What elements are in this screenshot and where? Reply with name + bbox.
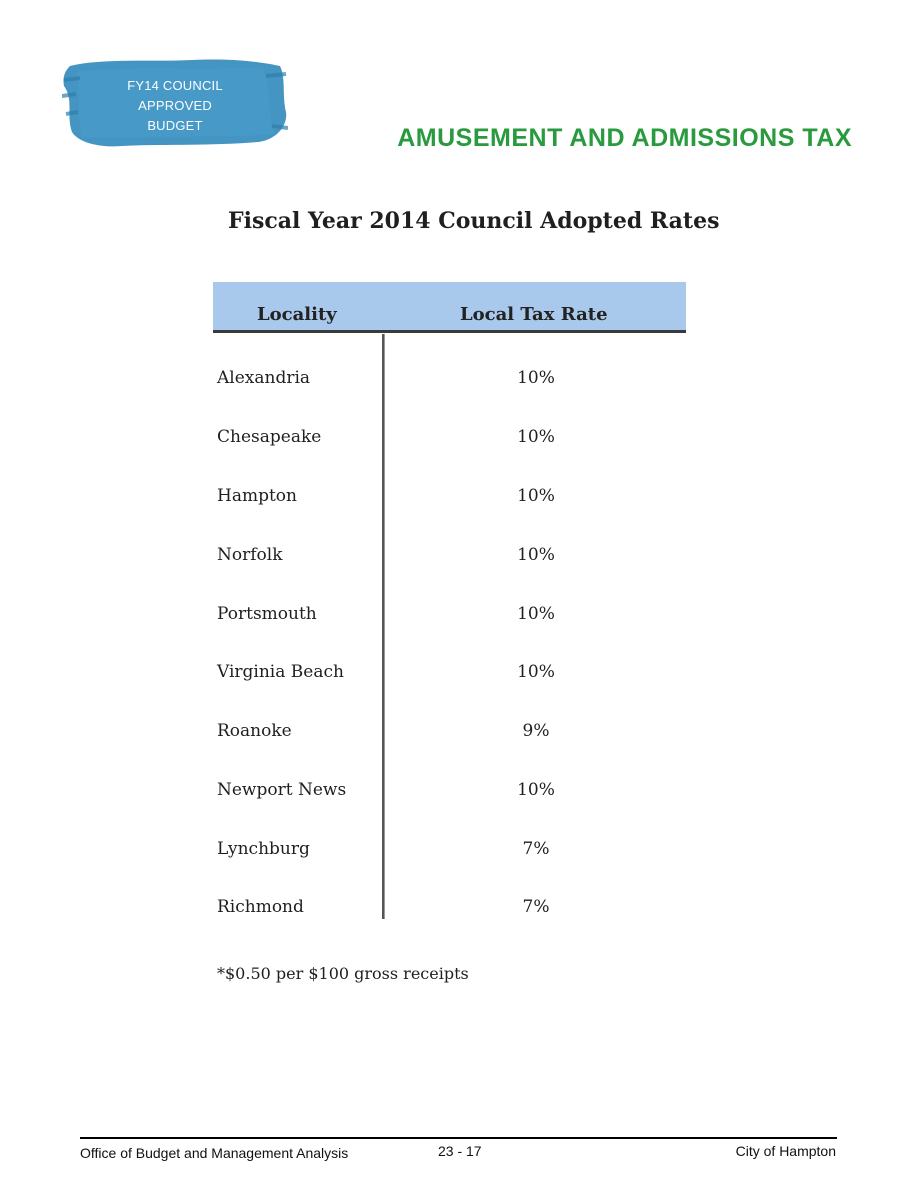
rate-cell: 10% [517, 662, 555, 682]
footer-city: City of Hampton [735, 1143, 836, 1159]
budget-logo-stamp: FY14 COUNCIL APPROVED BUDGET [62, 56, 288, 148]
logo-line-1: FY14 COUNCIL [127, 78, 223, 93]
locality-cell: Hampton [217, 486, 297, 506]
table-row: Norfolk 10% [217, 545, 617, 569]
table-row: Hampton 10% [217, 486, 617, 510]
table-row: Newport News 10% [217, 780, 617, 804]
rate-cell: 10% [517, 545, 555, 565]
section-title: AMUSEMENT AND ADMISSIONS TAX [397, 124, 852, 152]
locality-cell: Chesapeake [217, 427, 322, 447]
rate-cell: 7% [522, 897, 550, 917]
table-row: Roanoke 9% [217, 721, 617, 745]
table-row: Lynchburg 7% [217, 839, 617, 863]
logo-line-3: BUDGET [147, 118, 203, 133]
rate-cell: 10% [517, 604, 555, 624]
rate-cell: 7% [522, 839, 550, 859]
table-header: Locality Local Tax Rate [213, 282, 686, 333]
page-number: 23 - 17 [438, 1143, 482, 1159]
rate-cell: 10% [517, 486, 555, 506]
column-header-locality: Locality [257, 304, 337, 325]
locality-cell: Alexandria [217, 368, 311, 388]
table-row: Virginia Beach 10% [217, 662, 617, 686]
column-divider [382, 334, 385, 919]
rate-cell: 10% [517, 368, 555, 388]
table-footnote: *$0.50 per $100 gross receipts [217, 964, 469, 983]
locality-cell: Roanoke [217, 721, 292, 741]
rate-cell: 9% [522, 721, 550, 741]
table-row: Portsmouth 10% [217, 604, 617, 628]
table-row: Alexandria 10% [217, 368, 617, 392]
table-row: Richmond 7% [217, 897, 617, 921]
column-header-rate: Local Tax Rate [460, 304, 608, 325]
locality-cell: Lynchburg [217, 839, 310, 859]
logo-text: FY14 COUNCIL APPROVED BUDGET [62, 76, 288, 136]
locality-cell: Virginia Beach [217, 662, 344, 682]
locality-cell: Portsmouth [217, 604, 317, 624]
logo-line-2: APPROVED [138, 98, 212, 113]
table-title: Fiscal Year 2014 Council Adopted Rates [228, 208, 720, 234]
locality-cell: Richmond [217, 897, 304, 917]
rate-cell: 10% [517, 427, 555, 447]
rate-cell: 10% [517, 780, 555, 800]
locality-cell: Norfolk [217, 545, 283, 565]
table-row: Chesapeake 10% [217, 427, 617, 451]
footer-department: Office of Budget and Management Analysis [80, 1145, 349, 1161]
locality-cell: Newport News [217, 780, 347, 800]
footer-divider [80, 1137, 837, 1139]
watercolor-brush-icon [62, 59, 288, 147]
